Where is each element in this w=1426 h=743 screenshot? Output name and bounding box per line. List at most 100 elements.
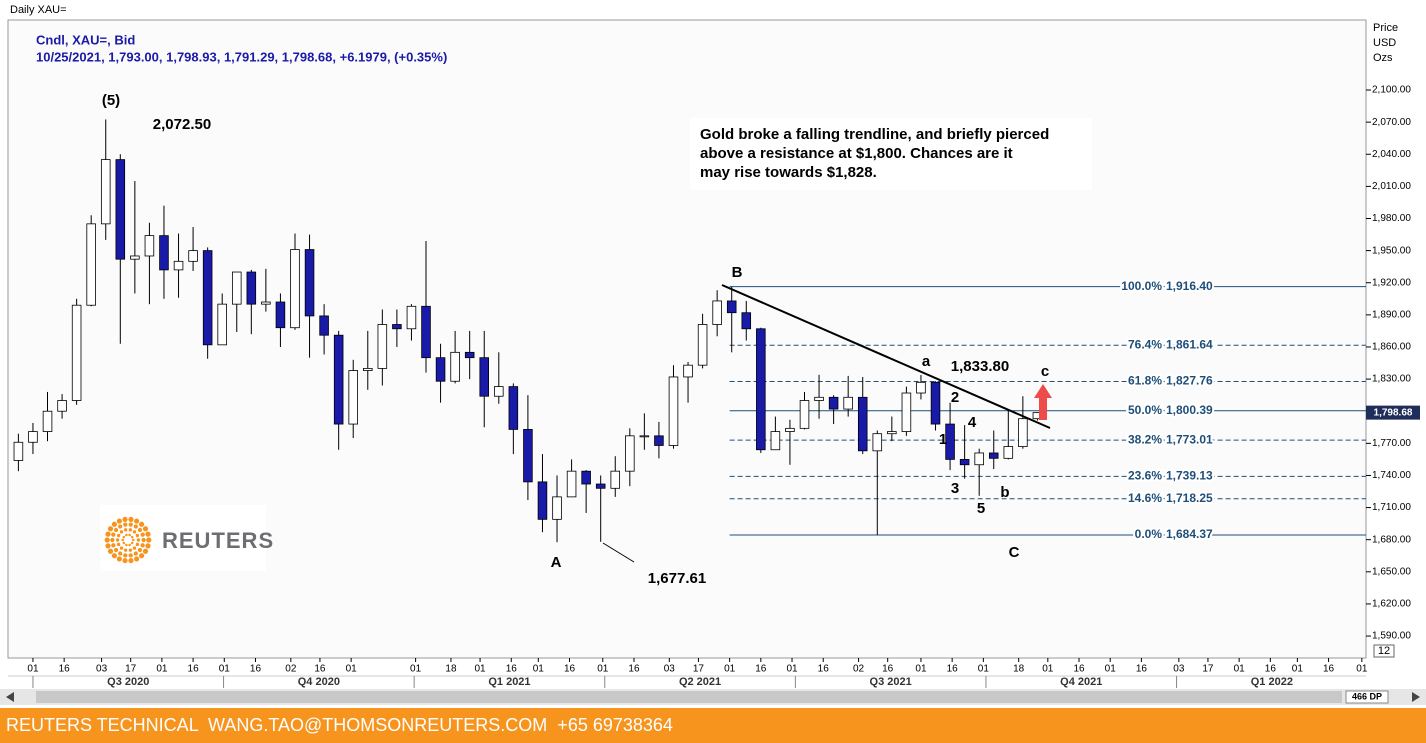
fib-percent: 76.4% — [1128, 337, 1162, 351]
x-tick-label: 16 — [1136, 664, 1148, 675]
candle-body — [261, 301, 271, 305]
logo-dot — [111, 532, 116, 537]
fib-percent: 61.8% — [1128, 374, 1162, 388]
candle-body — [1003, 446, 1014, 459]
candle-body — [741, 312, 752, 330]
logo-dot — [107, 548, 114, 554]
logo-dot — [133, 551, 138, 556]
candle-body — [71, 304, 82, 401]
annotation: (5) — [102, 92, 120, 109]
logo-dot — [123, 522, 128, 527]
y-tick-label: 2,010.00 — [1372, 181, 1411, 192]
logo-dot — [130, 535, 134, 539]
x-tick-label: 01 — [597, 664, 609, 675]
candle-body — [697, 324, 708, 366]
candle-body — [406, 305, 417, 330]
y-tick-label: 1,620.00 — [1372, 599, 1411, 610]
x-tick-label: 01 — [1105, 664, 1117, 675]
logo-dot — [128, 553, 133, 558]
scroll-thumb[interactable] — [36, 691, 1342, 703]
x-tick-label: 16 — [59, 664, 71, 675]
x-tick-label: 01 — [410, 664, 422, 675]
annotation: 1,677.61 — [648, 570, 706, 587]
annotation: 3 — [951, 480, 959, 497]
logo-dot — [130, 541, 134, 545]
quarter-label: Q2 2021 — [679, 676, 721, 688]
logo-dot — [135, 533, 140, 538]
scroll-info-box — [1345, 690, 1389, 704]
logo-dot — [125, 533, 128, 537]
logo-dot — [134, 556, 140, 562]
x-tick-label: 18 — [445, 664, 457, 675]
logo-dot — [125, 543, 128, 547]
y-tick-label: 1,650.00 — [1372, 566, 1411, 577]
candle-body — [100, 159, 111, 225]
axis-label: Ozs — [1373, 52, 1393, 64]
annotation: 2 — [951, 389, 959, 406]
candle-body — [552, 496, 562, 520]
logo-dot — [140, 532, 145, 537]
logo-dot — [123, 548, 128, 552]
candle-body — [887, 431, 897, 435]
candle-body — [581, 470, 591, 485]
x-tick-label: 01 — [1292, 664, 1304, 675]
x-tick-label: 01 — [1234, 664, 1246, 675]
x-tick-label: 16 — [1073, 664, 1085, 675]
annotation: b — [1000, 484, 1009, 501]
logo-dot — [123, 528, 128, 532]
candle-body — [86, 223, 96, 306]
x-tick-label: 01 — [156, 664, 168, 675]
logo-dot — [140, 543, 145, 548]
candle-body — [756, 328, 766, 451]
candle-body — [290, 249, 300, 329]
x-tick-label: 01 — [475, 664, 487, 675]
annotation: a — [922, 353, 931, 370]
x-tick-label: 16 — [506, 664, 518, 675]
y-tick-label: 1,830.00 — [1372, 374, 1411, 385]
x-tick-label: 17 — [693, 664, 705, 675]
candle-body — [246, 271, 257, 305]
x-tick-label: 16 — [755, 664, 767, 675]
zoom-box[interactable] — [1373, 644, 1395, 658]
logo-dot — [128, 543, 131, 547]
logo-dot — [128, 533, 131, 537]
candle-body — [1018, 418, 1028, 447]
candle-body — [231, 271, 242, 305]
logo-dot — [119, 530, 124, 534]
fib-price: 1,773.01 — [1166, 432, 1213, 446]
x-tick-label: 16 — [564, 664, 576, 675]
candle-body — [799, 400, 810, 429]
footer-text: REUTERS TECHNICAL WANG.TAO@THOMSONREUTER… — [6, 715, 673, 735]
candle-body — [319, 315, 329, 336]
candle-body — [770, 431, 781, 451]
logo-dot — [118, 551, 123, 556]
arrow — [1034, 384, 1052, 420]
fib-percent: 100.0% — [1121, 279, 1162, 293]
candle-body — [159, 235, 169, 271]
logo-dot — [128, 557, 134, 564]
scroll-left[interactable] — [6, 692, 14, 702]
x-tick-label: 16 — [947, 664, 959, 675]
x-tick-label: 16 — [1265, 664, 1277, 675]
x-tick-label: 01 — [786, 664, 798, 675]
candle-body — [828, 396, 839, 410]
logo-dot — [119, 546, 124, 550]
logo-dot — [111, 553, 117, 559]
comment-box — [690, 118, 1092, 190]
x-tick-label: 16 — [818, 664, 830, 675]
y-tick-label: 2,070.00 — [1372, 117, 1411, 128]
logo-dot — [145, 531, 151, 537]
y-tick-label: 1,890.00 — [1372, 309, 1411, 320]
logo-dot — [137, 547, 143, 553]
x-tick-label: 03 — [664, 664, 676, 675]
candle-body — [217, 303, 227, 346]
candle-body — [130, 255, 140, 260]
logo-dot — [128, 522, 133, 527]
scroll-right[interactable] — [1412, 692, 1420, 702]
candle-body — [901, 392, 912, 432]
zoom-label[interactable]: 12 — [1378, 645, 1390, 657]
quarter-label: Q1 2022 — [1251, 676, 1293, 688]
fib-percent: 50.0% — [1128, 403, 1162, 417]
x-tick-label: 17 — [125, 664, 137, 675]
